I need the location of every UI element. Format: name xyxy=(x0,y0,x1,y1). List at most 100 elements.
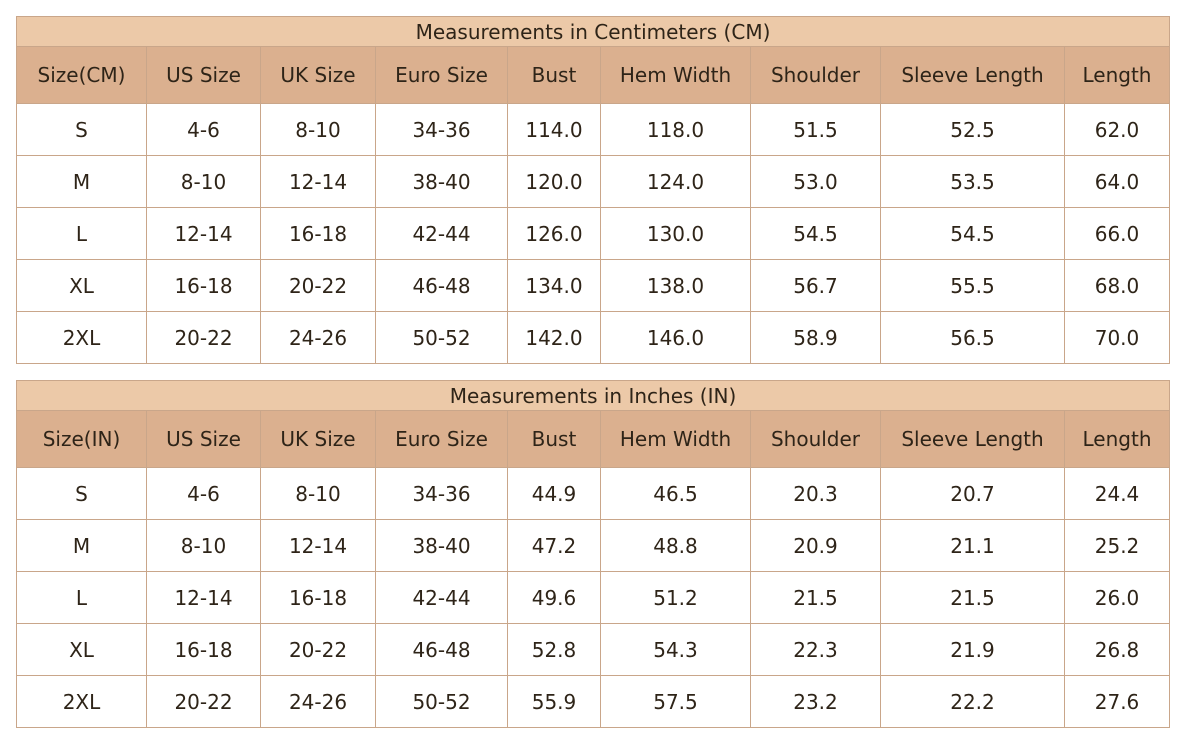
column-header: Euro Size xyxy=(375,410,508,468)
cell: 2XL xyxy=(16,311,147,364)
title-row: Measurements in Centimeters (CM) xyxy=(16,16,1170,47)
cell: 68.0 xyxy=(1064,259,1170,312)
cell: 46-48 xyxy=(375,259,508,312)
column-header: Length xyxy=(1063,410,1171,468)
cell: 25.2 xyxy=(1063,519,1171,572)
title-row: Measurements in Inches (IN) xyxy=(15,380,1171,411)
column-header: Shoulder xyxy=(750,410,881,468)
cell: 51.2 xyxy=(600,571,751,624)
cell: 12-14 xyxy=(146,571,261,624)
cell: 124.0 xyxy=(600,155,751,208)
column-header: US Size xyxy=(146,46,261,104)
column-header: Hem Width xyxy=(600,410,751,468)
cell: 62.0 xyxy=(1064,103,1170,156)
column-header: Bust xyxy=(507,46,601,104)
cell: 46-48 xyxy=(375,623,508,676)
data-row: M 8-10 12-14 38-40 120.0 124.0 53.0 53.5 64.0 xyxy=(16,155,1170,208)
column-header: Hem Width xyxy=(600,46,751,104)
cell: 21.5 xyxy=(750,571,881,624)
tables: Measurements in Centimeters (CM) Size(CM)… xyxy=(15,16,1171,744)
cell: 50-52 xyxy=(375,675,508,728)
table-title: Measurements in Centimeters (CM) xyxy=(16,16,1170,47)
cell: 23.2 xyxy=(750,675,881,728)
header-row: Size(CM) US Size UK Size Euro Size Bust Hem W… xyxy=(16,46,1170,104)
cell: 21.5 xyxy=(880,571,1065,624)
column-header: Length xyxy=(1064,46,1170,104)
cell: 57.5 xyxy=(600,675,751,728)
cell: 53.0 xyxy=(750,155,881,208)
column-header: Bust xyxy=(507,410,601,468)
cell: 118.0 xyxy=(600,103,751,156)
cell: 8-10 xyxy=(146,155,261,208)
cell: 34-36 xyxy=(375,467,508,520)
cell: 54.5 xyxy=(750,207,881,260)
cell: 56.7 xyxy=(750,259,881,312)
cell: L xyxy=(16,207,147,260)
cell: 66.0 xyxy=(1064,207,1170,260)
cell: 52.5 xyxy=(880,103,1065,156)
data-row: 2XL 20-22 24-26 50-52 142.0 146.0 58.9 56.5 70.0 xyxy=(16,311,1170,364)
column-header: UK Size xyxy=(260,410,376,468)
cell: 22.3 xyxy=(750,623,881,676)
cell: 16-18 xyxy=(260,571,376,624)
cell: 54.5 xyxy=(880,207,1065,260)
table-title: Measurements in Inches (IN) xyxy=(15,380,1171,411)
cell: 4-6 xyxy=(146,103,261,156)
cell: 42-44 xyxy=(375,207,508,260)
cell: 24-26 xyxy=(260,311,376,364)
column-header: Size(CM) xyxy=(16,46,147,104)
column-header: Shoulder xyxy=(750,46,881,104)
column-header: Size(IN) xyxy=(16,410,147,468)
data-row: XL 16-18 20-22 46-48 134.0 138.0 56.7 55.5 68.0 xyxy=(16,259,1170,312)
cell: 34-36 xyxy=(375,103,508,156)
cell: 8-10 xyxy=(260,467,376,520)
cell: 46.5 xyxy=(600,467,751,520)
cell: 20.7 xyxy=(880,467,1065,520)
data-row: S 4-6 8-10 34-36 114.0 118.0 51.5 52.5 62.0 xyxy=(16,103,1170,156)
cell: 8-10 xyxy=(146,519,261,572)
cell: 142.0 xyxy=(507,311,601,364)
data-row: S 4-6 8-10 34-36 44.9 46.5 20.3 20.7 24.4 xyxy=(16,467,1171,520)
column-header: Euro Size xyxy=(375,46,508,104)
cell: 55.5 xyxy=(880,259,1065,312)
cell: L xyxy=(16,571,147,624)
cell: 16-18 xyxy=(146,259,261,312)
cell: 27.6 xyxy=(1063,675,1171,728)
cell: 24-26 xyxy=(260,675,376,728)
cell: 20.9 xyxy=(750,519,881,572)
cell: 49.6 xyxy=(507,571,601,624)
cell: 20-22 xyxy=(260,623,376,676)
cell: 38-40 xyxy=(375,519,508,572)
cell: 114.0 xyxy=(507,103,601,156)
data-row: L 12-14 16-18 42-44 49.6 51.2 21.5 21.5 26.0 xyxy=(16,571,1171,624)
column-header: Sleeve Length xyxy=(880,46,1065,104)
data-row: M 8-10 12-14 38-40 47.2 48.8 20.9 21.1 25.2 xyxy=(16,519,1171,572)
cell: 16-18 xyxy=(260,207,376,260)
data-row: L 12-14 16-18 42-44 126.0 130.0 54.5 54.5 66.0 xyxy=(16,207,1170,260)
data-row: 2XL 20-22 24-26 50-52 55.9 57.5 23.2 22.2 27.6 xyxy=(16,675,1171,728)
cell: 26.0 xyxy=(1063,571,1171,624)
cell: 2XL xyxy=(16,675,147,728)
cell: 146.0 xyxy=(600,311,751,364)
cell: 130.0 xyxy=(600,207,751,260)
size-table: Measurements in Inches (IN) Size(IN) US Si… xyxy=(15,380,1171,728)
cell: 138.0 xyxy=(600,259,751,312)
cell: 42-44 xyxy=(375,571,508,624)
cell: 50-52 xyxy=(375,311,508,364)
cell: 47.2 xyxy=(507,519,601,572)
cell: 8-10 xyxy=(260,103,376,156)
cell: 16-18 xyxy=(146,623,261,676)
cell: 52.8 xyxy=(507,623,601,676)
cell: 48.8 xyxy=(600,519,751,572)
cell: S xyxy=(16,103,147,156)
cell: 54.3 xyxy=(600,623,751,676)
cell: 24.4 xyxy=(1063,467,1171,520)
cell: 22.2 xyxy=(880,675,1065,728)
data-row: XL 16-18 20-22 46-48 52.8 54.3 22.3 21.9 26.8 xyxy=(16,623,1171,676)
cell: 26.8 xyxy=(1063,623,1171,676)
cell: XL xyxy=(16,259,147,312)
cell: 12-14 xyxy=(146,207,261,260)
cell: 55.9 xyxy=(507,675,601,728)
header-row: Size(IN) US Size UK Size Euro Size Bust Hem W… xyxy=(16,410,1171,468)
cell: 134.0 xyxy=(507,259,601,312)
